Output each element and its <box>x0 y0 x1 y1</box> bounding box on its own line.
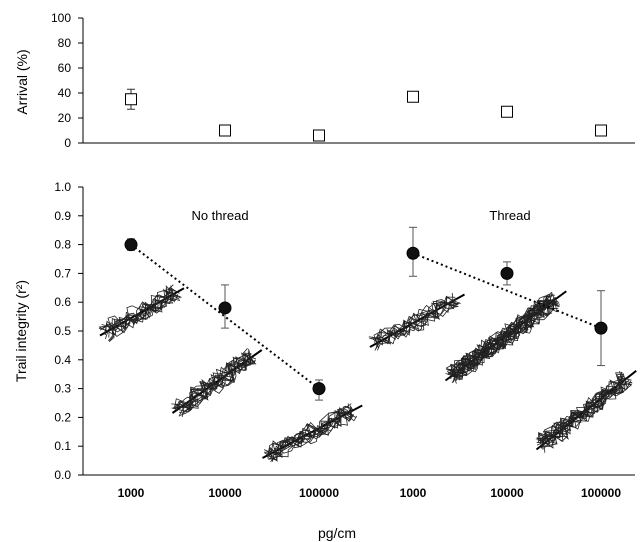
group-label-thread: Thread <box>489 208 530 223</box>
trail-trace-picture <box>98 284 185 342</box>
arrival-marker <box>125 93 137 106</box>
trail-trace-path <box>264 407 358 456</box>
group-label-no-thread: No thread <box>191 208 248 223</box>
trail-y-tick-label: 0.3 <box>54 382 71 396</box>
arrival-marker <box>313 129 325 142</box>
trail-integrity-panel: 0.0 0.1 0.2 0.3 0.4 0.5 0.6 0.7 0.8 0.9 1.0 1000 100… <box>54 180 635 500</box>
trail-trace-path <box>368 300 459 345</box>
trail-trace-path <box>373 302 460 349</box>
trail-trace-path <box>174 352 255 410</box>
x-axis-label: pg/cm <box>318 525 356 541</box>
x-tick-label: 100000 <box>581 486 621 500</box>
arrival-y-tick-label: 60 <box>58 61 72 75</box>
arrival-marker <box>219 124 231 137</box>
trail-trace-path <box>450 298 560 377</box>
trail-trace-path <box>99 294 179 333</box>
trail-trace-path <box>108 285 174 342</box>
trail-integrity-marker <box>218 301 232 315</box>
trail-trace-path <box>270 405 356 463</box>
trail-integrity-marker <box>124 238 138 252</box>
trail-y-tick-label: 0.2 <box>54 410 71 424</box>
trail-trace-path <box>541 380 626 447</box>
x-tick-label: 1000 <box>400 486 427 500</box>
arrival-marker <box>595 124 607 137</box>
arrival-panel: 0 20 40 60 80 100 <box>51 11 635 150</box>
trail-y-tick-label: 0.4 <box>54 353 71 367</box>
trail-trace-picture <box>444 290 567 384</box>
trend-line <box>412 252 602 330</box>
arrival-marker <box>501 105 513 118</box>
trail-integrity-marker <box>312 382 326 396</box>
x-tick-label: 1000 <box>118 486 145 500</box>
trail-trace-path <box>450 299 555 377</box>
trail-y-tick-label: 0.5 <box>54 324 71 338</box>
trail-trace-picture <box>262 403 363 463</box>
x-tick-label: 100000 <box>299 486 339 500</box>
trail-y-tick-label: 0.9 <box>54 209 71 223</box>
trail-trace-path <box>538 380 632 446</box>
trail-trace-path <box>453 301 556 383</box>
trail-y-tick-label: 0.6 <box>54 295 71 309</box>
trail-y-tick-label: 0.7 <box>54 266 71 280</box>
trail-trace-path <box>267 405 351 459</box>
arrival-y-tick-label: 40 <box>58 86 72 100</box>
arrival-y-tick-label: 100 <box>51 11 71 25</box>
trail-y-tick-label: 0.8 <box>54 238 71 252</box>
trail-integrity-y-axis-label: Trail integrity (r²) <box>13 280 29 382</box>
trail-trace-path <box>263 405 350 456</box>
trail-trace-path <box>99 287 176 331</box>
trail-integrity-marker <box>406 246 420 260</box>
trail-trace-path <box>265 403 352 462</box>
x-tick-label: 10000 <box>208 486 242 500</box>
trail-trace-path <box>376 292 455 348</box>
arrival-y-tick-label: 0 <box>64 136 71 150</box>
trail-integrity-marker <box>594 321 608 335</box>
trail-y-tick-label: 1.0 <box>54 180 71 194</box>
trail-trace-path <box>107 290 182 342</box>
trail-trace-thumbnails <box>98 284 637 463</box>
trail-integrity-marker <box>500 266 514 280</box>
trail-y-tick-label: 0.1 <box>54 439 71 453</box>
arrival-marker <box>407 90 419 103</box>
arrival-y-tick-label: 80 <box>58 36 72 50</box>
trail-trace-path <box>104 290 180 334</box>
trail-trace-path <box>173 348 248 411</box>
trail-trace-path <box>448 294 548 375</box>
trail-trace-picture <box>535 369 637 453</box>
trail-trace-picture <box>368 292 465 351</box>
trail-y-tick-label: 0.0 <box>54 468 71 482</box>
trail-trace-path <box>108 291 179 338</box>
arrival-y-axis-label: Arrival (%) <box>14 49 30 114</box>
trail-trace-path <box>451 298 556 375</box>
trail-trace-path <box>370 302 459 342</box>
trail-trace-path <box>171 352 252 413</box>
x-tick-label: 10000 <box>490 486 524 500</box>
trail-trace-picture <box>171 348 263 417</box>
trail-trace-path <box>266 410 352 458</box>
arrival-y-tick-label: 20 <box>58 111 72 125</box>
trail-trace-path <box>103 297 181 335</box>
